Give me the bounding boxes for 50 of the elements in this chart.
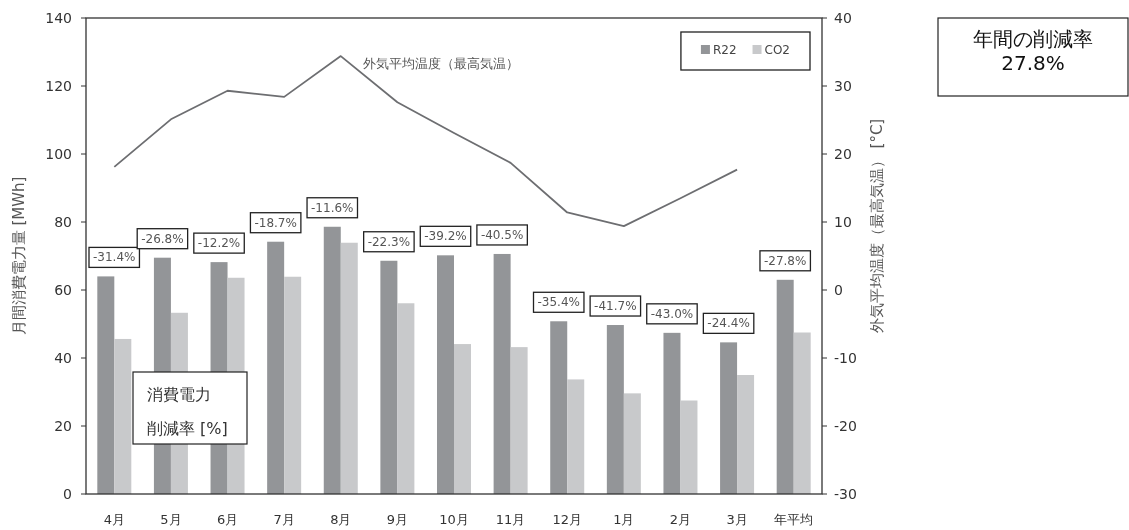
xtick: 4月 (103, 512, 125, 527)
annotation: -40.5% (480, 227, 524, 242)
xtick: 8月 (330, 512, 352, 527)
annotation: -35.4% (537, 295, 580, 310)
ytick: 60 (54, 282, 72, 298)
ytick: 20 (54, 418, 72, 434)
annotation: -24.4% (707, 316, 750, 331)
annotation: -39.2% (424, 229, 467, 244)
xtick: 2月 (669, 512, 692, 527)
y2tick: 30 (834, 78, 852, 94)
y2tick: -10 (834, 350, 857, 366)
annotation: -12.2% (197, 236, 241, 251)
annotation: -27.8% (763, 253, 807, 268)
y2label: 外気平均温度（最高気温） [°C] (868, 118, 886, 334)
annotation: 消費電力 (147, 385, 211, 404)
xtick: 1月 (613, 512, 635, 527)
xtick: 9月 (386, 512, 409, 527)
annotation: -11.6% (311, 200, 354, 215)
y2tick: -30 (834, 486, 857, 502)
xtick: 7月 (273, 512, 295, 527)
ytick: 0 (63, 486, 72, 502)
annotation: -18.7% (254, 215, 297, 230)
xtick: 5月 (160, 512, 182, 527)
y2tick: -20 (834, 418, 857, 434)
annotation: 削減率 [%] (147, 419, 228, 438)
annotation: -26.8% (141, 231, 184, 246)
annotation: -43.0% (650, 306, 694, 321)
ytick: 40 (54, 350, 72, 366)
annotation: -22.3% (367, 234, 411, 249)
xtick: 10月 (439, 512, 469, 527)
y2tick: 0 (834, 282, 843, 298)
xtick: 11月 (495, 512, 526, 527)
ylabel: 月間消費電力量 [MWh] (10, 176, 28, 336)
y2tick: 20 (834, 146, 852, 162)
legend-label: R22 (712, 43, 737, 57)
xtick: 12月 (552, 512, 582, 527)
annotation: -41.7% (594, 299, 637, 313)
annotation: 27.8% (1001, 51, 1065, 75)
annotation: -31.4% (93, 250, 136, 265)
xtick: 年平均 (774, 512, 814, 527)
ytick: 80 (54, 214, 72, 230)
ytick: 120 (45, 78, 72, 94)
ytick: 100 (45, 146, 72, 162)
annotation: 年間の削減率 (973, 27, 1093, 51)
y2tick: 40 (834, 10, 852, 26)
y2tick: 10 (834, 214, 852, 230)
xtick: 6月 (216, 512, 239, 527)
xtick: 3月 (726, 512, 748, 527)
legend-label: CO2 (764, 43, 790, 57)
ytick: 140 (45, 10, 72, 26)
